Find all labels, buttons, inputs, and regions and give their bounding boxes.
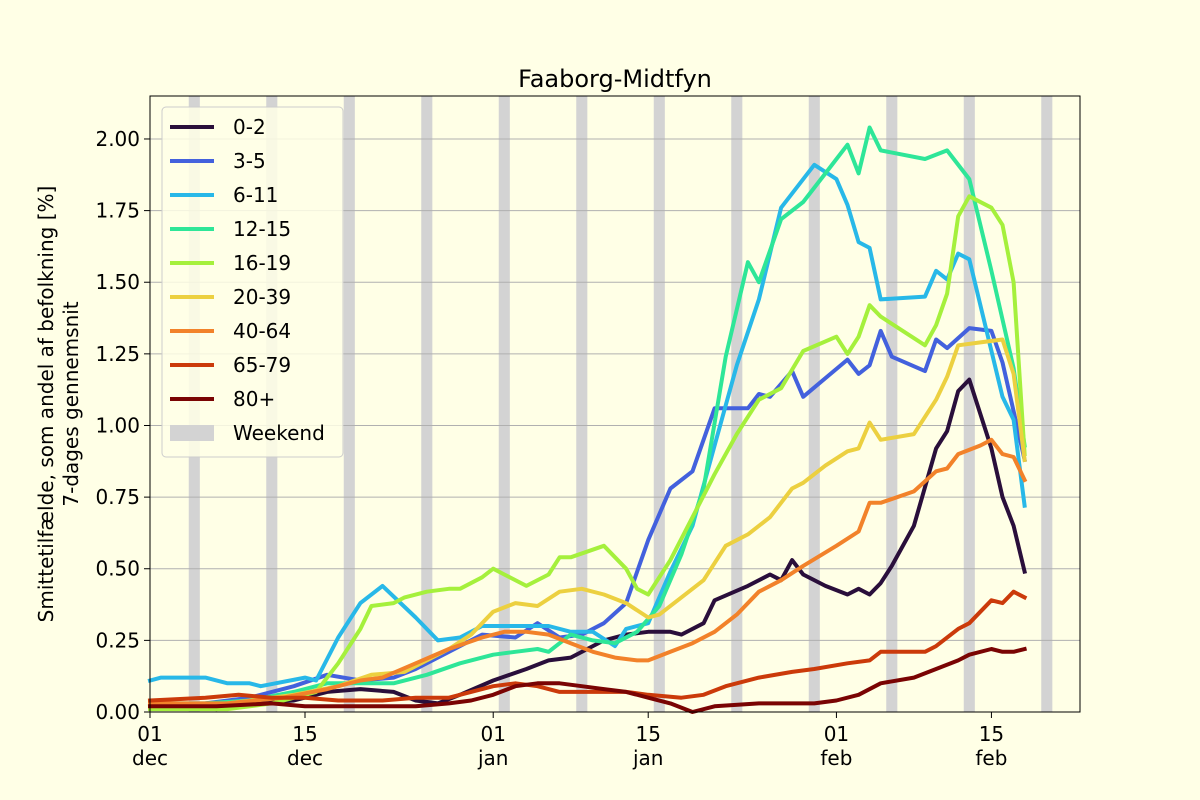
legend-label: 80+ — [233, 387, 275, 411]
x-tick-label-day: 15 — [979, 722, 1004, 746]
series-line-3-5 — [147, 326, 1027, 709]
y-tick-label: 1.75 — [95, 199, 140, 223]
x-tick-label-day: 01 — [137, 722, 162, 746]
weekend-band — [421, 96, 433, 712]
legend-label: 16-19 — [233, 251, 291, 275]
x-tick-label-day: 15 — [635, 722, 660, 746]
weekend-band — [886, 96, 898, 712]
y-tick-label: 1.50 — [95, 270, 140, 294]
series-line-12-15 — [148, 125, 1027, 706]
legend-label: 20-39 — [233, 285, 291, 309]
series-lines — [147, 125, 1028, 714]
weekend-band — [343, 96, 355, 712]
y-tick-label: 1.25 — [95, 342, 140, 366]
legend-label: 6-11 — [233, 183, 278, 207]
x-tick-label-month: jan — [477, 746, 509, 770]
weekend-band — [731, 96, 743, 712]
series-line-16-19 — [148, 194, 1027, 712]
legend: 0-2 3-5 6-11 12-15 16-19 20-39 40-64 65-79 80+ We… — [161, 106, 344, 458]
y-axis-label: Smittetilfælde, som andel af befolkning … — [34, 186, 58, 623]
legend-label: 0-2 — [233, 115, 266, 139]
legend-label: 12-15 — [233, 217, 291, 241]
x-tick-label-month: feb — [975, 746, 1007, 770]
y-tick-label: 0.50 — [95, 557, 140, 581]
weekend-band — [808, 96, 820, 712]
legend-label: 65-79 — [233, 353, 291, 377]
series-line-80+ — [148, 646, 1028, 714]
series-line-6-11 — [147, 162, 1027, 689]
weekend-band — [963, 96, 975, 712]
y-tick-label: 2.00 — [95, 127, 140, 151]
series-line-65-79 — [147, 589, 1028, 703]
series-line-0-2 — [148, 377, 1028, 712]
legend-swatch-weekend — [170, 425, 214, 441]
x-tick-label-month: feb — [820, 746, 852, 770]
legend-label: 3-5 — [233, 149, 266, 173]
weekend-band — [498, 96, 510, 712]
weekend-band — [653, 96, 665, 712]
legend-label: 40-64 — [233, 319, 291, 343]
x-tick-label-month: dec — [132, 746, 168, 770]
series-line-40-64 — [148, 437, 1028, 706]
y-tick-label: 0.25 — [95, 628, 140, 652]
y-axis: 0.00 0.25 0.50 0.75 1.00 1.25 1.50 1.75 2.00 — [95, 127, 150, 724]
x-tick-label-day: 15 — [292, 722, 317, 746]
y-tick-label: 1.00 — [95, 413, 140, 437]
x-tick-label-day: 01 — [480, 722, 505, 746]
y-tick-label: 0.75 — [95, 485, 140, 509]
y-tick-label: 0.00 — [95, 700, 140, 724]
x-tick-label-month: dec — [287, 746, 323, 770]
plot-frame — [149, 95, 1081, 713]
x-tick-label-day: 01 — [824, 722, 849, 746]
y-axis-label-line2: 7-dages gennemsnit — [59, 301, 83, 506]
chart-title: Faaborg-Midtfyn — [518, 65, 712, 93]
legend-label-weekend: Weekend — [233, 421, 325, 445]
x-tick-label-month: jan — [632, 746, 664, 770]
weekend-band — [576, 96, 588, 712]
weekend-band — [1041, 96, 1053, 712]
